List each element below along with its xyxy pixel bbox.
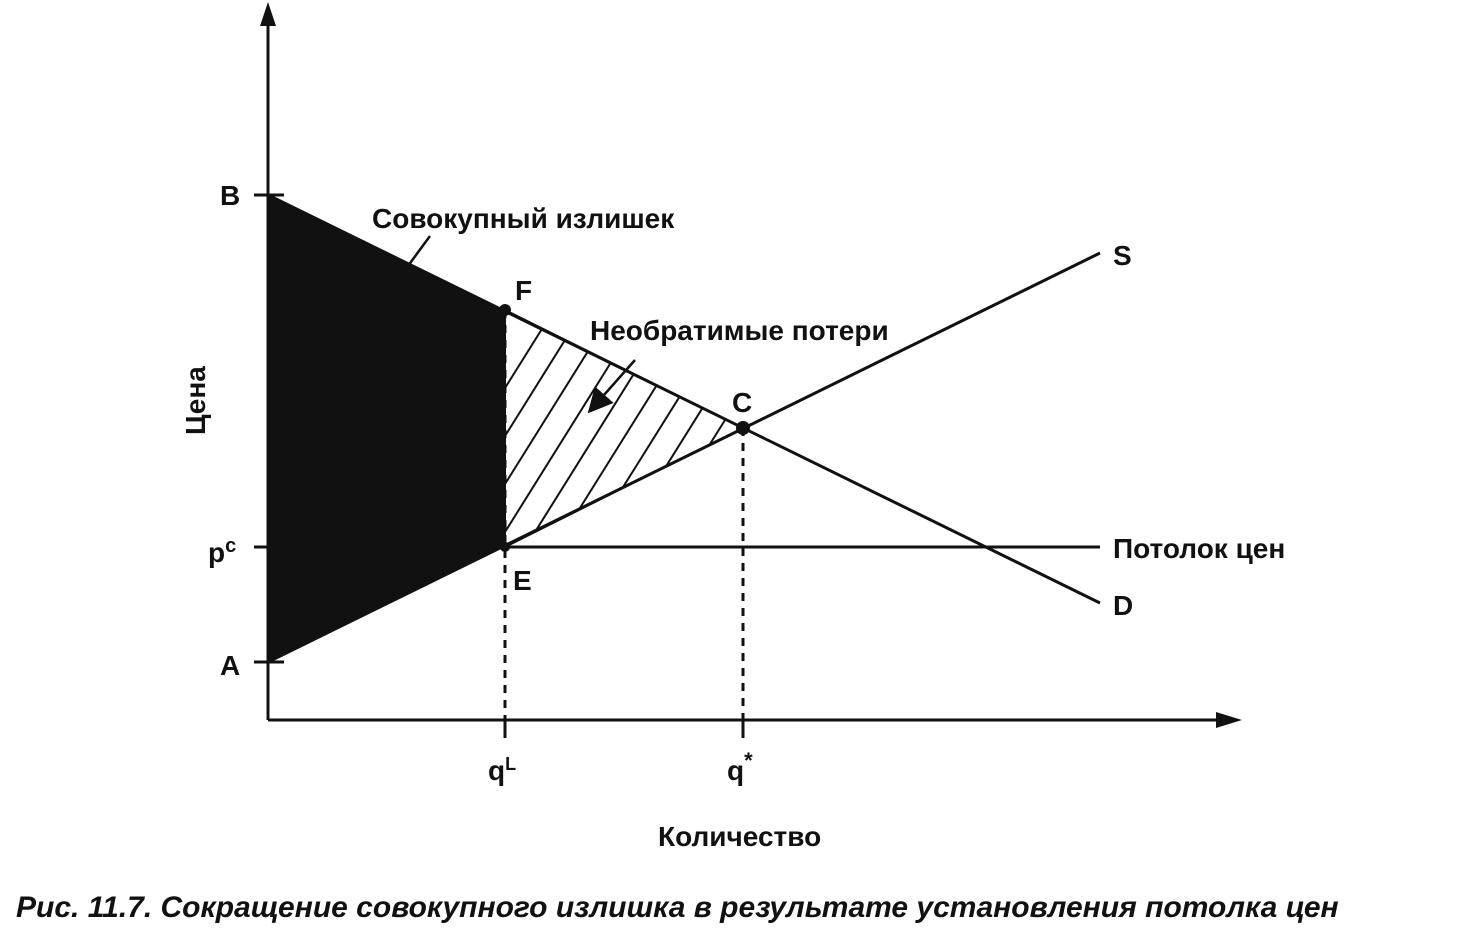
x-axis-arrow	[1216, 712, 1242, 728]
point-C-dot	[736, 421, 750, 435]
label-A: A	[220, 650, 240, 681]
label-pc: pc	[208, 535, 236, 568]
label-S: S	[1113, 240, 1132, 271]
deadweight-loss-pointer	[587, 359, 636, 414]
demand-curve	[267, 193, 1101, 605]
total-surplus-pointer	[403, 235, 432, 271]
label-price-ceiling: Потолок цен	[1113, 533, 1285, 564]
label-F: F	[515, 275, 532, 306]
total-surplus-region	[268, 195, 505, 662]
label-qL: qL	[488, 754, 516, 786]
label-qstar: q*	[727, 748, 753, 786]
figure-caption: Рис. 11.7. Сокращение совокупного излишк…	[16, 891, 1339, 924]
point-F-dot	[499, 304, 511, 316]
y-axis-arrow	[260, 2, 276, 26]
x-axis-label: Количество	[658, 821, 821, 852]
point-E-dot	[500, 542, 510, 552]
label-B: B	[220, 180, 240, 211]
annotation-deadweight-loss: Необратимые потери	[590, 315, 889, 346]
supply-curve	[267, 251, 1101, 664]
annotation-total-surplus: Совокупный излишек	[372, 203, 675, 234]
y-axis-label: Цена	[180, 366, 211, 435]
label-D: D	[1113, 590, 1133, 621]
label-E: E	[513, 565, 532, 596]
label-C: C	[732, 387, 752, 418]
